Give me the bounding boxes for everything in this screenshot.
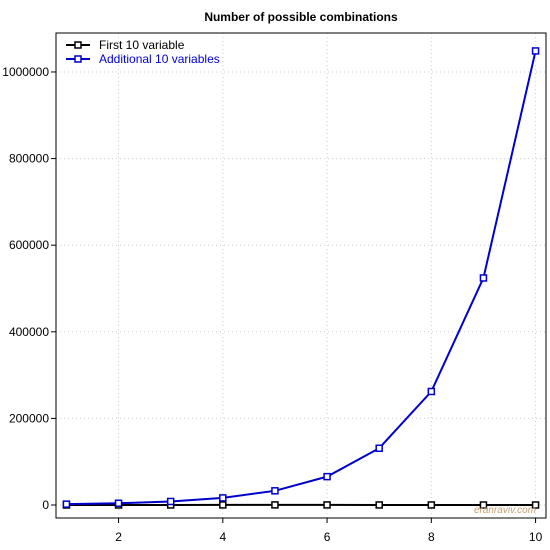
x-tick-label-8: 8 — [428, 530, 435, 544]
chart-title: Number of possible combinations — [204, 10, 398, 24]
x-tick-label-2: 2 — [115, 530, 122, 544]
x-tick-label-4: 4 — [219, 530, 226, 544]
grid-lines — [56, 33, 546, 518]
axes: 2 4 6 8 10 0 200000 400000 600000 800000 1000000 — [2, 65, 542, 544]
series-line-additional-10-variables — [66, 50, 537, 506]
data-point-additional-10-variables-7 — [375, 444, 383, 453]
data-point-first-10-variable-8 — [427, 501, 436, 509]
y-tick-label-0: 0 — [42, 498, 49, 512]
data-point-first-10-variable-5 — [271, 501, 279, 509]
data-point-first-10-variable-6 — [323, 501, 331, 509]
y-tick-label-200000: 200000 — [9, 411, 49, 425]
data-point-first-10-variable-9 — [479, 501, 488, 509]
data-point-first-10-variable-4 — [219, 501, 227, 509]
data-point-additional-10-variables-9 — [479, 274, 488, 282]
data-point-additional-10-variables-2 — [114, 499, 123, 507]
data-point-additional-10-variables-5 — [271, 487, 279, 495]
data-point-additional-10-variables-10 — [531, 47, 540, 55]
y-tick-label-600000: 600000 — [9, 238, 49, 252]
series-layer — [62, 47, 540, 509]
legend-marker-first-10-variable — [74, 41, 82, 49]
plot-frame — [55, 32, 547, 519]
x-tick-label-6: 6 — [324, 530, 331, 544]
data-point-additional-10-variables-8 — [427, 387, 436, 396]
legend: First 10 variable Additional 10 variable… — [66, 38, 220, 66]
x-tick-label-10: 10 — [529, 530, 543, 544]
legend-label-additional-10-variables: Additional 10 variables — [99, 52, 220, 66]
data-point-additional-10-variables-3 — [166, 497, 175, 506]
y-tick-label-1000000: 1000000 — [2, 65, 49, 79]
legend-label-first-10-variable: First 10 variable — [99, 38, 185, 52]
data-point-first-10-variable-7 — [375, 501, 383, 509]
data-point-first-10-variable-10 — [531, 501, 540, 509]
y-tick-label-400000: 400000 — [9, 325, 49, 339]
data-point-additional-10-variables-6 — [323, 472, 331, 481]
y-tick-label-800000: 800000 — [9, 152, 49, 166]
watermark: eranraviv.com — [474, 505, 536, 516]
data-point-additional-10-variables-4 — [219, 494, 227, 502]
legend-marker-additional-10-variables — [74, 55, 82, 63]
data-point-additional-10-variables-1 — [62, 500, 71, 508]
